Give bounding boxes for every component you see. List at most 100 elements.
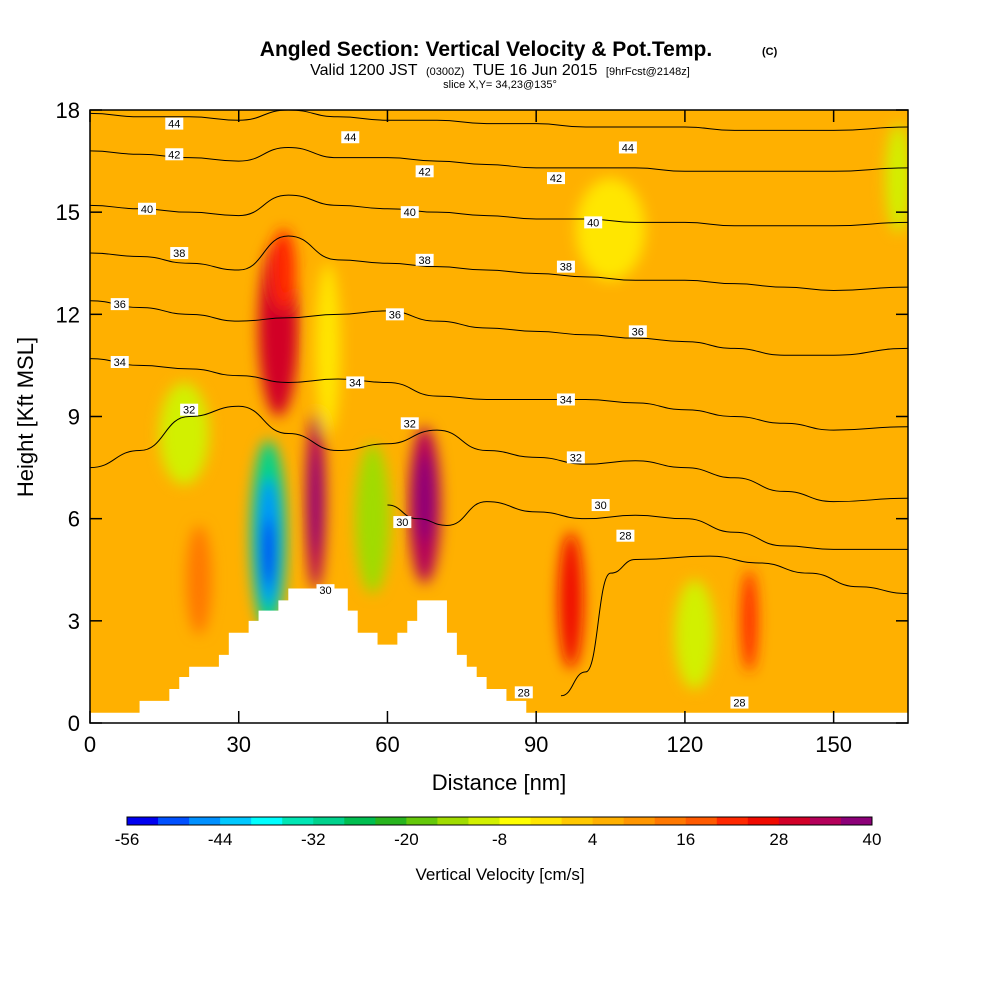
colorbar-swatch-4 <box>251 817 283 825</box>
field-cell-3 <box>310 450 321 553</box>
colorbar-tick-label: -20 <box>394 830 419 849</box>
isentrope-42-7 <box>90 146 908 172</box>
svg-text:36: 36 <box>632 326 644 338</box>
svg-text:32: 32 <box>404 418 416 430</box>
y-tick-label: 18 <box>56 98 80 123</box>
colorbar-swatch-19 <box>716 817 749 825</box>
colorbar-frame <box>126 816 873 826</box>
isentrope-44-8 <box>90 110 908 131</box>
colorbar-tick-label: -32 <box>301 830 326 849</box>
field-cell-5 <box>415 453 434 543</box>
y-tick-label: 15 <box>56 200 80 225</box>
contour-label-2: 44 <box>618 141 637 154</box>
svg-text:38: 38 <box>560 262 572 274</box>
svg-text:36: 36 <box>114 299 126 311</box>
svg-text:28: 28 <box>733 698 745 710</box>
svg-text:42: 42 <box>550 173 562 185</box>
field-cell-6 <box>558 532 584 669</box>
svg-text:38: 38 <box>173 248 185 260</box>
colorbar-swatch-22 <box>809 817 842 825</box>
isentrope-30-1 <box>387 501 908 550</box>
colorbar-swatch-6 <box>313 817 345 825</box>
svg-text:34: 34 <box>114 357 126 369</box>
isentrope-36-4 <box>90 300 908 356</box>
field-cell-14 <box>674 579 715 689</box>
contour-labels: 44 44 44 42 42 42 40 40 40 38 38 38 36 36 36 34 34 34 32 32… <box>110 117 749 710</box>
colorbar-swatch-0 <box>127 817 159 825</box>
colorbar: -56 -44 -32 -20 -8 4 16 28 40 <box>115 816 881 849</box>
field-background <box>90 110 908 723</box>
colorbar-tick-label: -8 <box>492 830 507 849</box>
colorbar-swatch-18 <box>685 817 718 825</box>
svg-text:34: 34 <box>560 394 572 406</box>
contour-label-5: 42 <box>547 172 566 185</box>
colorbar-swatch-11 <box>468 817 500 825</box>
contour-label-23: 30 <box>316 584 335 597</box>
contour-label-0: 44 <box>165 117 184 131</box>
contour-label-3: 42 <box>165 148 184 161</box>
colorbar-swatch-1 <box>158 817 190 825</box>
colorbar-swatch-7 <box>344 817 376 825</box>
chart-slice-info: slice X,Y= 34,23@135° <box>443 79 557 91</box>
colorbar-swatch-13 <box>530 817 563 825</box>
isentrope-32-2 <box>90 405 908 503</box>
colorbar-swatch-14 <box>561 817 594 825</box>
svg-text:30: 30 <box>595 500 607 512</box>
contour-label-13: 36 <box>385 308 404 321</box>
svg-text:32: 32 <box>570 452 582 464</box>
colorbar-swatch-2 <box>189 817 221 825</box>
x-tick-label: 90 <box>524 732 548 757</box>
chart-title-unit: (C) <box>762 46 778 58</box>
field-cell-15 <box>885 123 908 233</box>
svg-text:28: 28 <box>518 687 530 699</box>
subtitle-zulu: (0300Z) <box>426 66 465 78</box>
contour-label-10: 38 <box>415 253 434 267</box>
colorbar-tick-label: 4 <box>588 830 597 849</box>
y-tick-label: 12 <box>56 302 80 327</box>
y-tick-label: 9 <box>68 405 80 430</box>
colorbar-swatch-15 <box>592 817 625 825</box>
svg-text:40: 40 <box>587 217 599 229</box>
colorbar-swatch-5 <box>282 817 314 825</box>
field-cell-13 <box>159 382 209 485</box>
svg-text:32: 32 <box>183 405 195 417</box>
colorbar-tick-label: 28 <box>769 830 788 849</box>
field-cell-17 <box>575 178 646 281</box>
contour-label-12: 36 <box>110 298 129 311</box>
contour-label-7: 40 <box>400 206 419 219</box>
svg-text:42: 42 <box>168 149 180 161</box>
x-tick-label: 120 <box>667 732 704 757</box>
y-axis-ticks: 0 36 9 12 15 18 <box>56 98 908 736</box>
colorbar-label: Vertical Velocity [cm/s] <box>415 865 584 884</box>
isentrope-lines <box>90 110 908 697</box>
svg-text:28: 28 <box>619 531 631 543</box>
contour-label-22: 30 <box>393 516 412 529</box>
chart-subtitle: Valid 1200 JST (0300Z) TUE 16 Jun 2015 [… <box>310 62 690 79</box>
colorbar-swatch-23 <box>840 817 873 825</box>
svg-text:42: 42 <box>419 166 431 178</box>
contour-label-17: 34 <box>556 393 575 406</box>
field-cell-11 <box>263 518 274 587</box>
x-tick-label: 0 <box>84 732 96 757</box>
colorbar-swatch-8 <box>375 817 407 825</box>
subtitle-valid: Valid 1200 JST <box>310 62 418 79</box>
colorbar-swatch-3 <box>220 817 252 825</box>
contour-label-6: 40 <box>138 202 157 216</box>
field-cell-16 <box>315 263 341 434</box>
subtitle-forecast: [9hrFcst@2148z] <box>606 66 690 78</box>
x-tick-label: 30 <box>226 732 250 757</box>
isentrope-28-0 <box>560 555 908 697</box>
colorbar-swatch-12 <box>499 817 532 825</box>
svg-text:44: 44 <box>344 132 356 144</box>
contour-label-4: 42 <box>415 165 434 178</box>
y-tick-label: 0 <box>68 711 80 736</box>
contour-label-1: 44 <box>341 131 360 144</box>
field-cell-1 <box>270 229 296 311</box>
svg-text:34: 34 <box>349 377 361 389</box>
colorbar-tick-label: 16 <box>676 830 695 849</box>
contour-label-21: 30 <box>591 499 610 512</box>
colorbar-swatch-9 <box>406 817 438 825</box>
isentrope-34-3 <box>90 358 908 431</box>
contour-label-25: 28 <box>514 686 533 699</box>
